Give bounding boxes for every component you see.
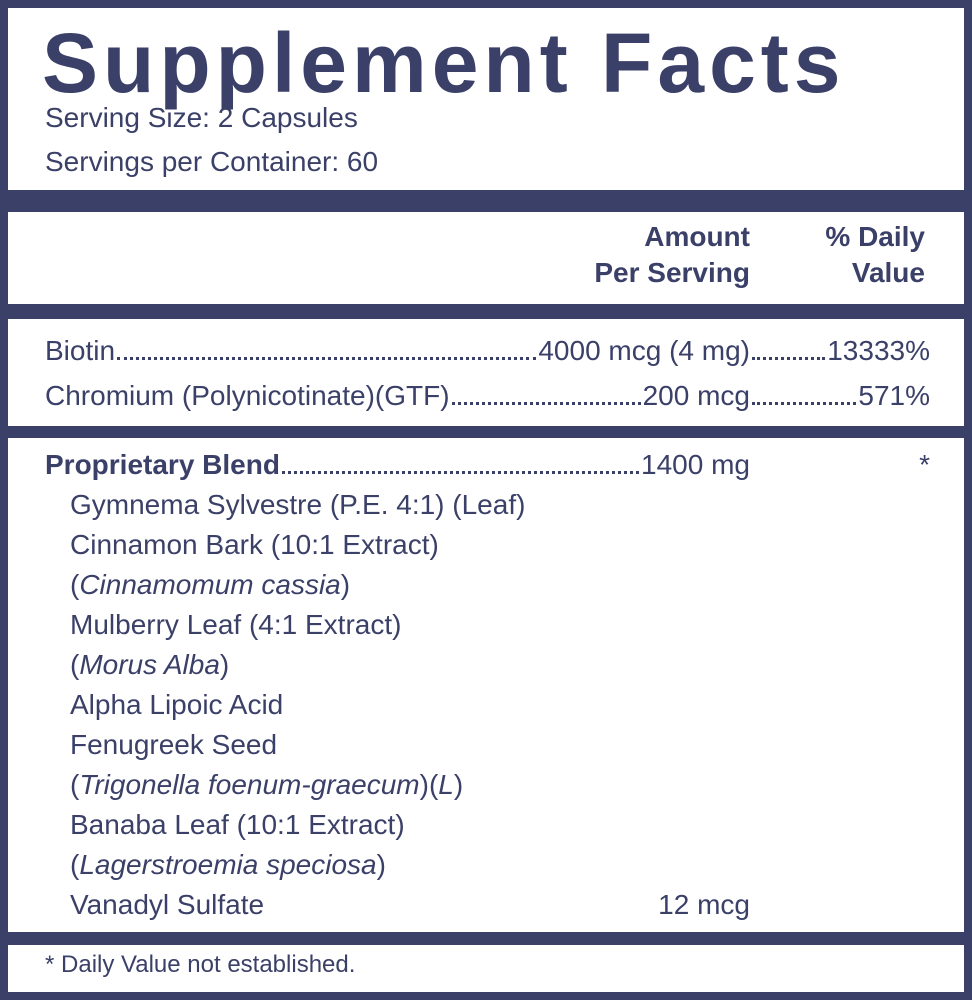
latin-part: Lagerstroemia speciosa (79, 849, 377, 880)
header-line: Value (851, 257, 925, 288)
header-line: Amount (644, 221, 750, 252)
ingredient-name: Fenugreek Seed (70, 729, 278, 760)
row-left: Proprietary Blend 1400 mg (45, 447, 750, 483)
header-line: % Daily (825, 221, 925, 252)
divider (8, 932, 964, 945)
latin-part: ( (70, 769, 80, 800)
row-right: 571% (750, 378, 930, 414)
latin-name: (Lagerstroemia speciosa) (70, 847, 386, 883)
daily-value: 571% (858, 380, 930, 411)
divider (8, 426, 964, 438)
row: Chromium (Polynicotinate)(GTF) 200 mcg 571… (45, 378, 930, 414)
amount-header: Amount Per Serving (594, 219, 750, 291)
spacer (750, 447, 919, 483)
amount: 200 mcg (642, 380, 750, 411)
spacer (264, 887, 658, 923)
ingredient-name: Proprietary Blend (45, 449, 280, 480)
latin-part: ( (70, 649, 80, 680)
leader (117, 333, 537, 360)
row-right: 13333% (750, 333, 930, 369)
leader (752, 333, 826, 360)
leader (752, 378, 857, 405)
divider (8, 304, 964, 319)
ingredient-name: Chromium (Polynicotinate)(GTF) (45, 380, 450, 411)
row: Proprietary Blend 1400 mg * (45, 447, 930, 483)
row-left: Biotin 4000 mcg (4 mg) (45, 333, 750, 369)
amount: 4000 mcg (4 mg) (538, 335, 750, 366)
latin-part: ( (70, 849, 80, 880)
ingredient-name: Mulberry Leaf (4:1 Extract) (70, 609, 402, 640)
amount: 12 mcg (658, 889, 750, 920)
daily-value: * (919, 449, 930, 480)
row: Biotin 4000 mcg (4 mg) 13333% (45, 333, 930, 369)
ingredient-name: Cinnamon Bark (10:1 Extract) (70, 529, 439, 560)
latin-part: L (438, 769, 454, 800)
latin-name: (Trigonella foenum-graecum)(L) (70, 767, 463, 803)
row-right: * (750, 447, 930, 483)
latin-part: ) (340, 569, 351, 600)
ingredient-name: Biotin (45, 335, 116, 366)
latin-name: (Cinnamomum cassia) (70, 567, 350, 603)
latin-part: ( (70, 569, 80, 600)
serving-size: Serving Size: 2 Capsules (45, 102, 358, 133)
ingredient-name: Alpha Lipoic Acid (70, 689, 284, 720)
ingredient-name: Gymnema Sylvestre (P.E. 4:1) (Leaf) (70, 489, 526, 520)
ingredient-name: Banaba Leaf (10:1 Extract) (70, 809, 405, 840)
daily-value-header: % Daily Value (825, 219, 925, 291)
footnote: * Daily Value not established. (45, 951, 356, 978)
latin-part: ) (453, 769, 464, 800)
latin-part: )( (419, 769, 439, 800)
title: Supplement Facts (42, 16, 846, 110)
leader (281, 447, 640, 474)
daily-value: 13333% (827, 335, 930, 366)
servings-per-container: Servings per Container: 60 (45, 146, 379, 177)
latin-name: (Morus Alba) (70, 647, 229, 683)
row-left: Chromium (Polynicotinate)(GTF) 200 mcg (45, 378, 750, 414)
divider (8, 190, 964, 212)
leader (451, 378, 641, 405)
amount: 1400 mg (641, 449, 750, 480)
latin-part: Cinnamomum cassia (79, 569, 341, 600)
latin-part: ) (219, 649, 230, 680)
ingredient-name: Vanadyl Sulfate (70, 889, 265, 920)
latin-part: Morus Alba (79, 649, 220, 680)
row: Vanadyl Sulfate 12 mcg (70, 887, 750, 923)
latin-part: Trigonella foenum-graecum (79, 769, 420, 800)
latin-part: ) (376, 849, 386, 880)
header-line: Per Serving (594, 257, 750, 288)
